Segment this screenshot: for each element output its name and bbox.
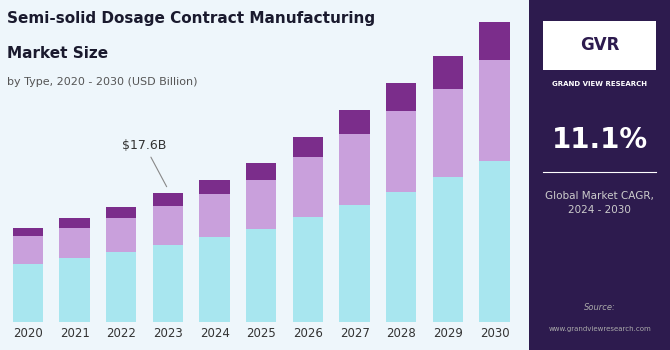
Bar <box>246 230 277 322</box>
Bar <box>200 237 230 322</box>
Text: 11.1%: 11.1% <box>551 126 648 154</box>
Bar <box>153 206 183 245</box>
Text: by Type, 2020 - 2030 (USD Billion): by Type, 2020 - 2030 (USD Billion) <box>7 77 197 87</box>
Bar <box>200 180 230 194</box>
Bar <box>106 218 137 252</box>
Bar <box>386 83 417 111</box>
Bar <box>13 228 43 236</box>
Bar <box>433 89 463 177</box>
Bar <box>153 193 183 206</box>
Bar <box>340 110 370 134</box>
Text: Market Size: Market Size <box>7 46 108 61</box>
Bar <box>106 252 137 322</box>
Bar <box>433 177 463 322</box>
Text: Source:: Source: <box>584 303 616 313</box>
Bar <box>480 60 510 161</box>
Bar <box>386 111 417 191</box>
Bar <box>60 228 90 258</box>
Bar <box>200 194 230 237</box>
Bar <box>106 207 137 218</box>
Bar <box>340 134 370 205</box>
Bar <box>386 191 417 322</box>
Text: Semi-solid Dosage Contract Manufacturing: Semi-solid Dosage Contract Manufacturing <box>7 10 375 26</box>
Bar <box>246 163 277 180</box>
Bar <box>246 180 277 230</box>
Bar <box>340 205 370 322</box>
Bar <box>293 137 323 157</box>
Bar <box>433 56 463 89</box>
Text: $17.6B: $17.6B <box>123 139 167 187</box>
Bar <box>480 22 510 60</box>
Bar <box>13 236 43 264</box>
Bar <box>13 264 43 322</box>
Bar <box>60 258 90 322</box>
Text: www.grandviewresearch.com: www.grandviewresearch.com <box>548 326 651 332</box>
Text: GVR: GVR <box>580 36 619 55</box>
Bar <box>293 217 323 322</box>
FancyBboxPatch shape <box>543 21 656 70</box>
Bar <box>293 157 323 217</box>
Bar <box>60 218 90 228</box>
Bar <box>153 245 183 322</box>
Text: GRAND VIEW RESEARCH: GRAND VIEW RESEARCH <box>552 81 647 87</box>
Bar <box>480 161 510 322</box>
Text: Global Market CAGR,
2024 - 2030: Global Market CAGR, 2024 - 2030 <box>545 191 654 215</box>
